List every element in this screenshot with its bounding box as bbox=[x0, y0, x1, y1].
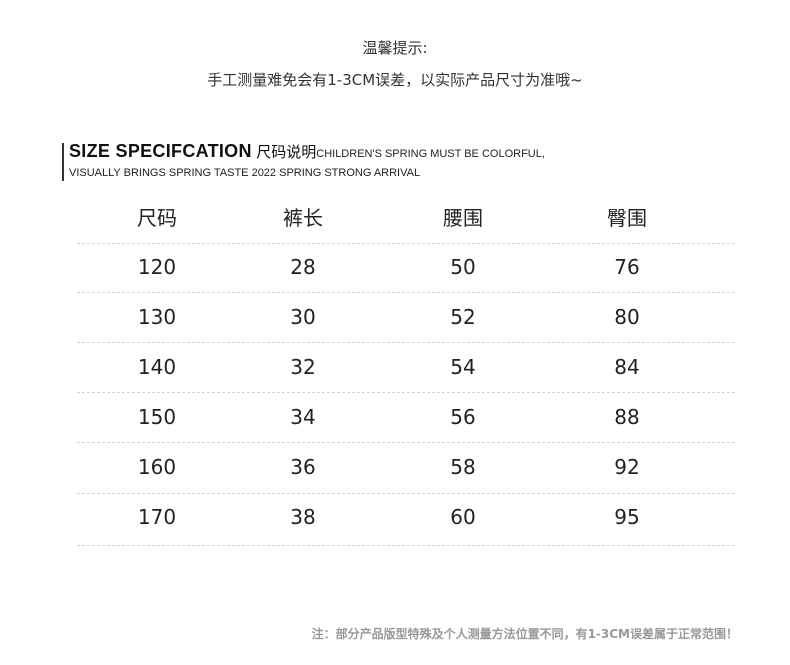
table-cell: 140 bbox=[137, 355, 177, 379]
footnote: 注：部分产品版型特殊及个人测量方法位置不同，有1-3CM误差属于正常范围！ bbox=[311, 627, 738, 641]
table-cell: 52 bbox=[450, 305, 476, 329]
row-divider bbox=[77, 292, 735, 293]
tip-title: 温馨提示: bbox=[362, 39, 428, 57]
row-divider bbox=[77, 392, 735, 393]
column-header: 臀围 bbox=[607, 206, 647, 230]
table-cell: 60 bbox=[450, 505, 476, 529]
row-divider bbox=[77, 342, 735, 343]
table-cell: 28 bbox=[290, 255, 316, 279]
spec-tagline-1: CHILDREN'S SPRING MUST BE COLORFUL, bbox=[316, 148, 545, 160]
column-header: 裤长 bbox=[283, 206, 323, 230]
row-divider bbox=[77, 243, 735, 244]
table-cell: 54 bbox=[450, 355, 476, 379]
tip-text: 手工测量难免会有1-3CM误差，以实际产品尺寸为准哦~ bbox=[207, 71, 583, 89]
column-header: 腰围 bbox=[443, 206, 483, 230]
table-cell: 76 bbox=[614, 255, 640, 279]
spec-heading-cn: 尺码说明 bbox=[256, 144, 317, 161]
table-cell: 50 bbox=[450, 255, 476, 279]
row-divider bbox=[77, 442, 735, 443]
table-cell: 30 bbox=[290, 305, 316, 329]
spec-tagline-2: VISUALLY BRINGS SPRING TASTE 2022 SPRING… bbox=[69, 167, 421, 179]
table-cell: 36 bbox=[290, 455, 316, 479]
row-divider bbox=[77, 493, 735, 494]
table-cell: 34 bbox=[290, 405, 316, 429]
table-cell: 120 bbox=[137, 255, 177, 279]
table-cell: 150 bbox=[137, 405, 177, 429]
row-divider bbox=[77, 545, 735, 546]
table-cell: 84 bbox=[614, 355, 640, 379]
table-cell: 170 bbox=[137, 505, 177, 529]
table-cell: 32 bbox=[290, 355, 316, 379]
table-cell: 88 bbox=[614, 405, 640, 429]
table-cell: 38 bbox=[290, 505, 316, 529]
table-cell: 130 bbox=[137, 305, 177, 329]
spec-heading: SIZE SPECIFCATION bbox=[69, 141, 252, 161]
column-header: 尺码 bbox=[137, 206, 177, 230]
table-cell: 58 bbox=[450, 455, 476, 479]
heading-accent-bar bbox=[62, 143, 64, 181]
table-cell: 160 bbox=[137, 455, 177, 479]
table-cell: 95 bbox=[614, 505, 640, 529]
table-cell: 92 bbox=[614, 455, 640, 479]
table-cell: 56 bbox=[450, 405, 476, 429]
table-cell: 80 bbox=[614, 305, 640, 329]
spec-heading-line: SIZE SPECIFCATION 尺码说明CHILDREN'S SPRING … bbox=[69, 141, 545, 162]
